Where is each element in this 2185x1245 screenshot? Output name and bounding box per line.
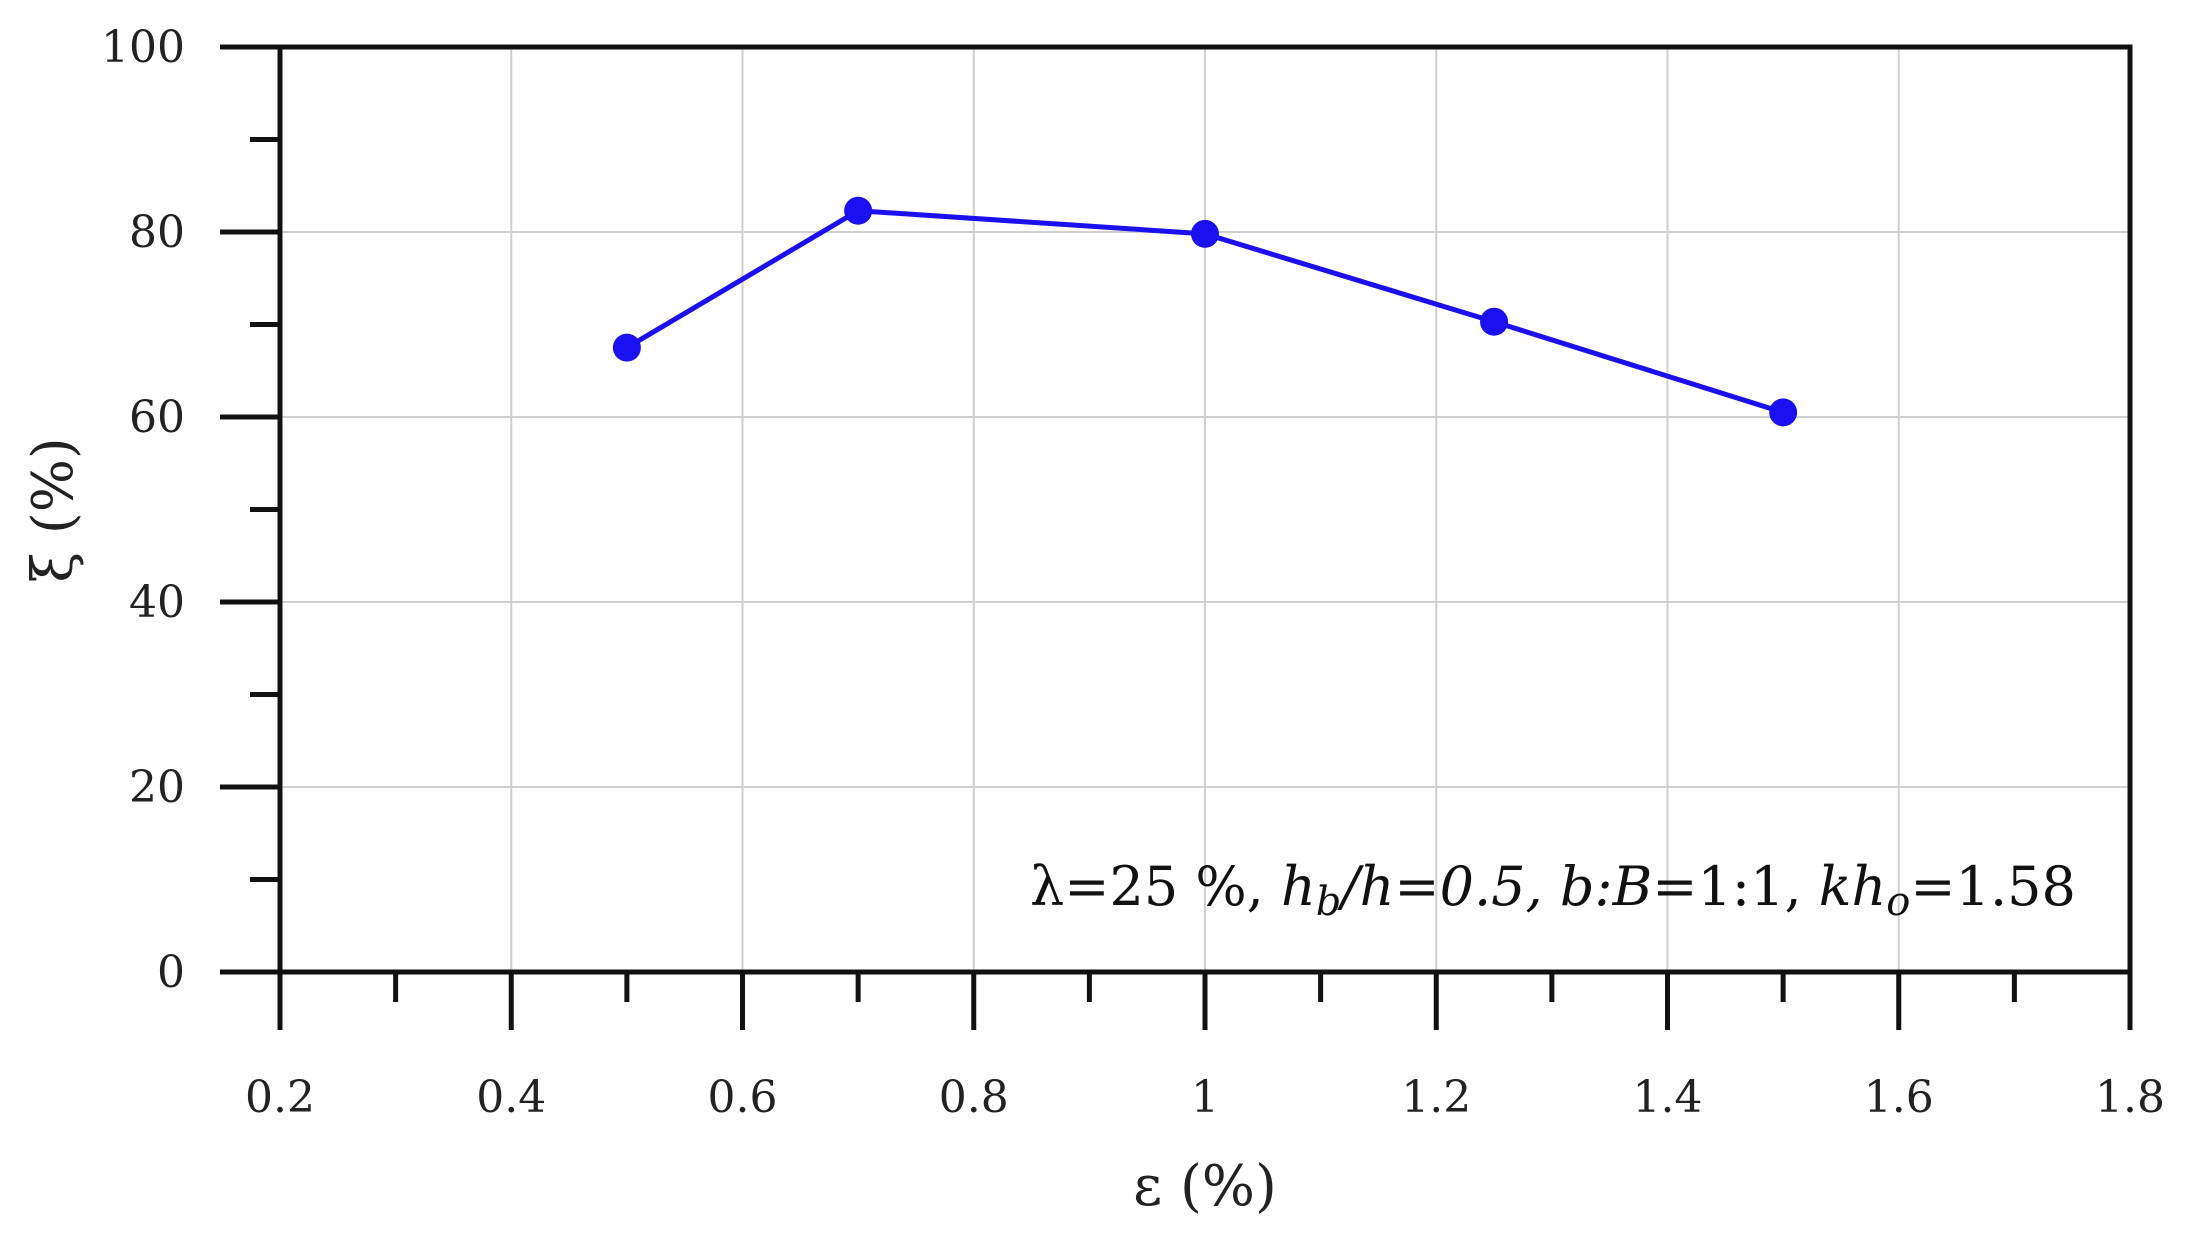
tick-layer [220, 44, 2133, 1030]
x-tick-label: 1 [1191, 1072, 1219, 1123]
y-tick-label: 40 [129, 577, 185, 628]
y-tick-label: 60 [129, 392, 185, 443]
annotation-kh-sub: o [1886, 879, 1910, 925]
annotation-kh-val: =1.58 [1910, 855, 2075, 918]
annotation-ratio: =1:1, [1652, 855, 1818, 918]
annotation-B: :B [1594, 855, 1652, 918]
data-point [1769, 398, 1798, 427]
x-tick-label: 0.8 [939, 1072, 1009, 1123]
x-tick-label: 1.8 [2095, 1072, 2165, 1123]
annotation-text: λ=25 %, hb/h=0.5, b:B=1:1, kho=1.58 [1030, 855, 2076, 925]
data-point [612, 333, 641, 362]
x-tick-label: 0.4 [476, 1072, 546, 1123]
x-axis-title: ε (%) [1133, 1154, 1277, 1219]
annotation-lambda: λ=25 %, [1030, 855, 1281, 918]
x-tick-label: 0.2 [245, 1072, 315, 1123]
annotation-hb: h [1281, 855, 1316, 918]
x-tick-label: 1.4 [1633, 1072, 1703, 1123]
x-tick-label: 1.6 [1864, 1072, 1934, 1123]
y-tick-label: 0 [157, 947, 185, 998]
y-tick-label: 80 [129, 207, 185, 258]
tick-label-layer: 0.2 0.4 0.6 0.8 1 1.2 1.4 1.6 1.8 0 20 40 60 80 100 [101, 22, 2165, 1123]
data-point [844, 196, 873, 225]
annotation-hh: /h=0.5, [1336, 855, 1559, 918]
x-tick-label: 1.2 [1401, 1072, 1471, 1123]
x-tick-label: 0.6 [708, 1072, 778, 1123]
annotation-hb-sub: b [1316, 879, 1342, 925]
y-axis-title: ξ (%) [21, 437, 86, 583]
data-point [1480, 307, 1509, 336]
series-layer [612, 196, 1798, 427]
y-tick-label: 100 [101, 22, 185, 73]
grid-layer [280, 47, 2130, 972]
annotation-kh: kh [1819, 855, 1887, 918]
y-tick-label: 20 [129, 762, 185, 813]
data-point [1191, 219, 1219, 248]
annotation-b: b [1560, 855, 1595, 918]
